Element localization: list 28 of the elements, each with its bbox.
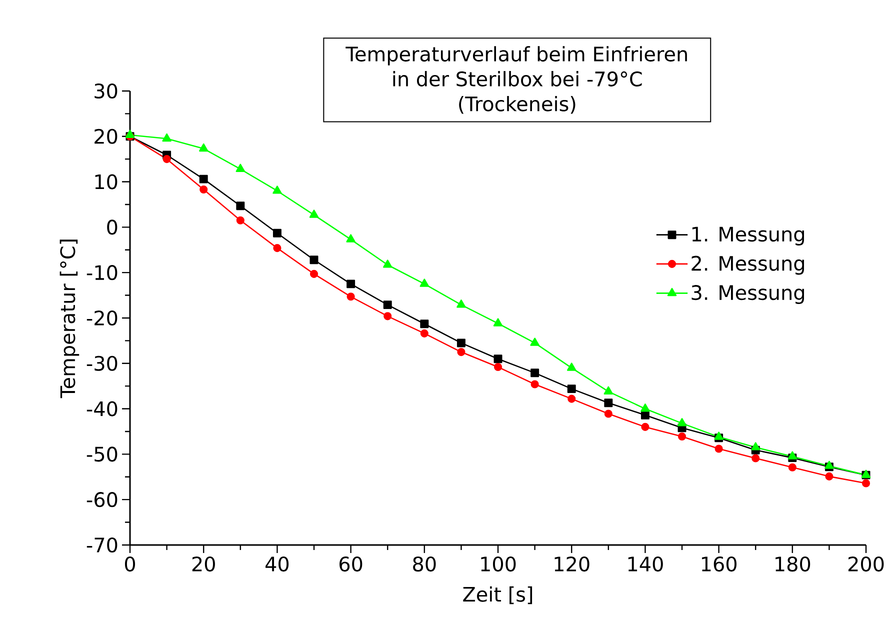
y-axis-title: Temperatur [°C] (60, 240, 80, 398)
x-tick-label: 180 (776, 556, 810, 572)
chart-title: Temperaturverlauf beim Einfrieren in der Sterilbox bei -79°C (Trockeneis) (346, 46, 687, 114)
x-tick-label: 140 (628, 556, 663, 572)
x-tick-label: 0 (124, 556, 136, 572)
x-tick-label: 120 (554, 556, 590, 572)
y-tick-label: -70 (86, 537, 118, 553)
x-tick-label: 160 (702, 556, 736, 572)
x-tick-label: 100 (481, 556, 516, 572)
x-tick-label: 20 (192, 556, 215, 572)
x-axis-title: Zeit [s] (463, 586, 532, 604)
x-tick-label: 200 (848, 556, 884, 572)
legend-label: 3. Messung (692, 285, 804, 304)
x-tick-label: 40 (266, 556, 289, 572)
y-tick-label: -20 (86, 310, 118, 326)
y-tick-label: -50 (86, 446, 118, 462)
y-tick-label: 20 (94, 128, 118, 144)
x-tick-label: 60 (340, 556, 362, 572)
y-tick-label: -40 (86, 401, 118, 416)
legend-label: 1. Messung (692, 226, 804, 246)
y-tick-label: -30 (86, 356, 118, 371)
y-tick-label: 0 (107, 220, 118, 235)
y-tick-label: -60 (86, 492, 118, 508)
y-tick-label: 30 (94, 83, 118, 99)
x-tick-label: 80 (413, 556, 436, 572)
y-tick-label: 10 (95, 174, 118, 190)
legend-label: 2. Messung (692, 256, 804, 275)
y-tick-label: -10 (86, 265, 118, 280)
